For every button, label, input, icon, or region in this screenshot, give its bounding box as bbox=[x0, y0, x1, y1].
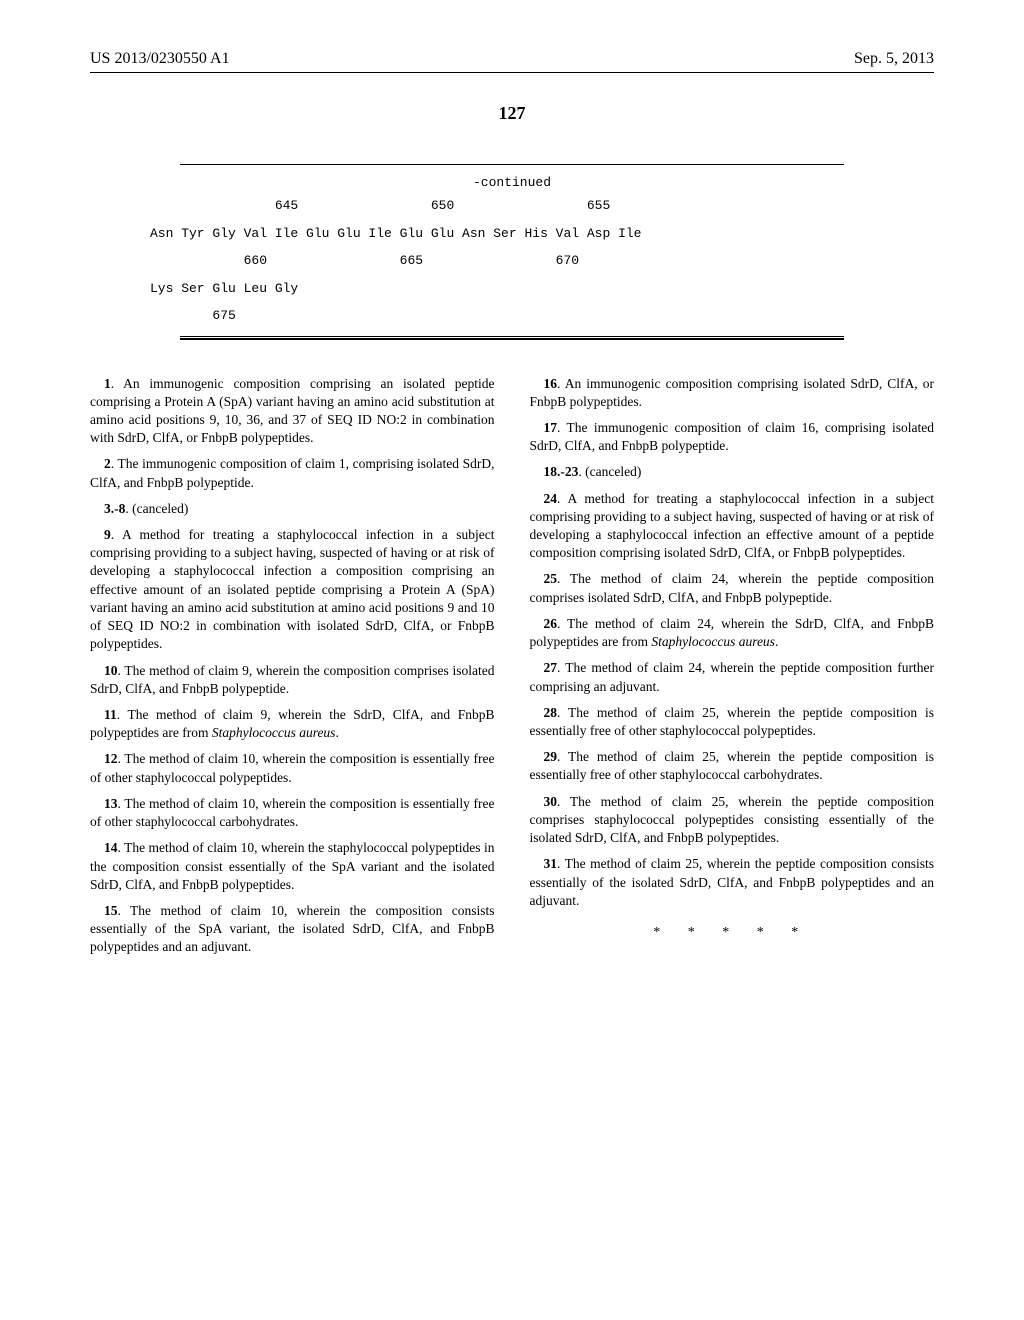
claim: 1. An immunogenic composition comprising… bbox=[90, 375, 495, 448]
claim: 17. The immunogenic composition of claim… bbox=[530, 419, 935, 455]
claim-text: . The method of claim 25, wherein the pe… bbox=[530, 705, 935, 738]
claim-text: . An immunogenic composition comprising … bbox=[530, 376, 935, 409]
publication-number: US 2013/0230550 A1 bbox=[90, 50, 230, 68]
continued-label: -continued bbox=[90, 175, 934, 190]
claim-text: . The method of claim 25, wherein the pe… bbox=[530, 749, 935, 782]
claim-text: . A method for treating a staphylococcal… bbox=[530, 491, 935, 561]
claim-text: . (canceled) bbox=[125, 501, 188, 516]
claim-number: 26 bbox=[544, 616, 558, 631]
claim-text: . The method of claim 25, wherein the pe… bbox=[530, 856, 935, 907]
sequence-divider-top bbox=[180, 164, 844, 165]
sequence-line-nums-1: 645 650 655 bbox=[150, 196, 934, 216]
claim: 15. The method of claim 10, wherein the … bbox=[90, 902, 495, 957]
sequence-container: 645 650 655 Asn Tyr Gly Val Ile Glu Glu … bbox=[150, 196, 934, 326]
claim: 29. The method of claim 25, wherein the … bbox=[530, 748, 935, 784]
claim-text: . The method of claim 9, wherein the com… bbox=[90, 663, 495, 696]
claim-number: 27 bbox=[544, 660, 558, 675]
claim-number: 3.-8 bbox=[104, 501, 125, 516]
claim-number: 1 bbox=[104, 376, 111, 391]
left-column: 1. An immunogenic composition comprising… bbox=[90, 375, 495, 965]
sequence-line-nums-2: 660 665 670 bbox=[150, 251, 934, 271]
sequence-divider-bottom bbox=[180, 336, 844, 340]
claim: 18.-23. (canceled) bbox=[530, 463, 935, 481]
claim-text: . An immunogenic composition comprising … bbox=[90, 376, 495, 446]
italic-term: Staphylococcus aureus bbox=[651, 634, 775, 649]
claim-number: 28 bbox=[544, 705, 558, 720]
claim-number: 30 bbox=[544, 794, 558, 809]
claim-text: . The method of claim 24, wherein the pe… bbox=[530, 571, 935, 604]
claim: 16. An immunogenic composition comprisin… bbox=[530, 375, 935, 411]
claim-text: . The method of claim 10, wherein the co… bbox=[90, 751, 495, 784]
end-marks: * * * * * bbox=[530, 924, 935, 943]
claim-text: . The method of claim 10, wherein the co… bbox=[90, 903, 495, 954]
claim-number: 2 bbox=[104, 456, 111, 471]
claim: 25. The method of claim 24, wherein the … bbox=[530, 570, 935, 606]
claim-text: . The immunogenic composition of claim 1… bbox=[90, 456, 495, 489]
document-header: US 2013/0230550 A1 Sep. 5, 2013 bbox=[90, 50, 934, 68]
claim-text: . The method of claim 10, wherein the st… bbox=[90, 840, 495, 891]
claim-text: . A method for treating a staphylococcal… bbox=[90, 527, 495, 651]
page-number: 127 bbox=[90, 103, 934, 124]
publication-date: Sep. 5, 2013 bbox=[854, 50, 934, 68]
claim-number: 11 bbox=[104, 707, 117, 722]
claim-number: 31 bbox=[544, 856, 558, 871]
header-divider bbox=[90, 72, 934, 73]
claim: 30. The method of claim 25, wherein the … bbox=[530, 793, 935, 848]
claim-number: 17 bbox=[544, 420, 558, 435]
claim: 10. The method of claim 9, wherein the c… bbox=[90, 662, 495, 698]
italic-term: Staphylococcus aureus bbox=[212, 725, 336, 740]
claim: 3.-8. (canceled) bbox=[90, 500, 495, 518]
claim-text: . The immunogenic composition of claim 1… bbox=[530, 420, 935, 453]
claim: 27. The method of claim 24, wherein the … bbox=[530, 659, 935, 695]
claim-text: . The method of claim 10, wherein the co… bbox=[90, 796, 495, 829]
claim-text-after: . bbox=[335, 725, 338, 740]
claim: 28. The method of claim 25, wherein the … bbox=[530, 704, 935, 740]
claim: 24. A method for treating a staphylococc… bbox=[530, 490, 935, 563]
claim: 14. The method of claim 10, wherein the … bbox=[90, 839, 495, 894]
claim: 9. A method for treating a staphylococca… bbox=[90, 526, 495, 654]
claim: 11. The method of claim 9, wherein the S… bbox=[90, 706, 495, 742]
claim-number: 13 bbox=[104, 796, 118, 811]
claim-number: 18.-23 bbox=[544, 464, 579, 479]
claim-text: . (canceled) bbox=[578, 464, 641, 479]
claim-number: 9 bbox=[104, 527, 111, 542]
claim-text: . The method of claim 25, wherein the pe… bbox=[530, 794, 935, 845]
claim-number: 25 bbox=[544, 571, 558, 586]
claim-number: 16 bbox=[544, 376, 558, 391]
right-column: 16. An immunogenic composition comprisin… bbox=[530, 375, 935, 965]
claim-text-after: . bbox=[775, 634, 778, 649]
claim-number: 14 bbox=[104, 840, 118, 855]
claims-columns: 1. An immunogenic composition comprising… bbox=[90, 375, 934, 965]
sequence-line-nums-3: 675 bbox=[150, 306, 934, 326]
claim: 26. The method of claim 24, wherein the … bbox=[530, 615, 935, 651]
sequence-line-3: Lys Ser Glu Leu Gly bbox=[150, 279, 934, 299]
claim-number: 24 bbox=[544, 491, 558, 506]
claim-number: 29 bbox=[544, 749, 558, 764]
claim-text: . The method of claim 24, wherein the pe… bbox=[530, 660, 935, 693]
claim-number: 12 bbox=[104, 751, 118, 766]
sequence-line-2: Asn Tyr Gly Val Ile Glu Glu Ile Glu Glu … bbox=[150, 224, 934, 244]
claim: 12. The method of claim 10, wherein the … bbox=[90, 750, 495, 786]
claim-number: 15 bbox=[104, 903, 118, 918]
claim: 31. The method of claim 25, wherein the … bbox=[530, 855, 935, 910]
claim-number: 10 bbox=[104, 663, 118, 678]
claim: 2. The immunogenic composition of claim … bbox=[90, 455, 495, 491]
claim: 13. The method of claim 10, wherein the … bbox=[90, 795, 495, 831]
